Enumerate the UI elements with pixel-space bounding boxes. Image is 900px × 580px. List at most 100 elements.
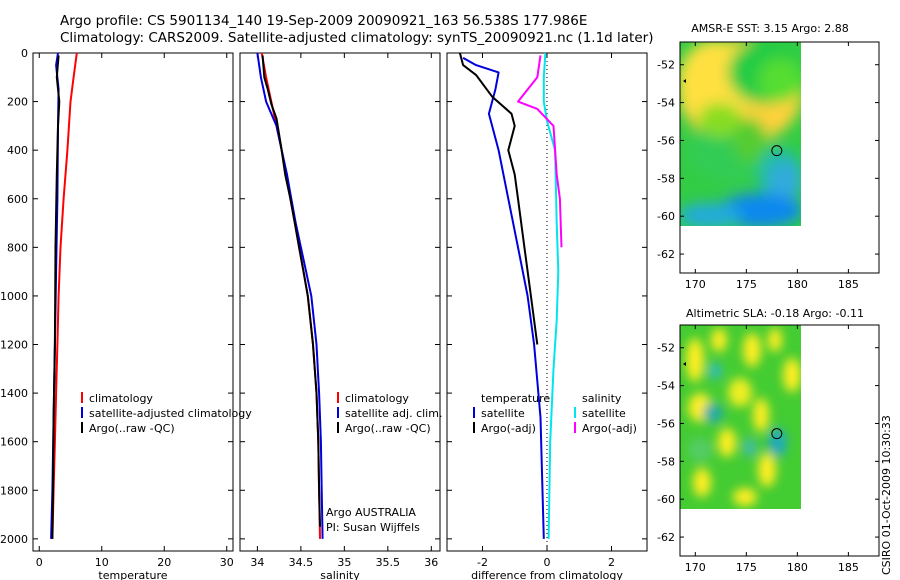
x-tick-label: 20 <box>157 556 171 569</box>
x-tick-label: 34 <box>250 556 264 569</box>
y-tick-label: 1200 <box>0 339 28 352</box>
legend-label: satellite adj. clim. <box>345 407 442 420</box>
map-y-tick-label: -62 <box>657 531 675 544</box>
map-arrow-marker <box>683 362 686 366</box>
map-field-blob <box>758 453 776 487</box>
map-y-tick-label: -58 <box>657 455 675 468</box>
map-x-tick-label: 180 <box>787 561 808 574</box>
map-y-tick-label: -62 <box>657 248 675 261</box>
series-line <box>51 52 78 539</box>
series-line <box>517 55 563 248</box>
series-line <box>261 55 321 527</box>
legend-label: Argo(-adj) <box>582 422 637 435</box>
map-y-tick-label: -54 <box>657 380 675 393</box>
map-x-tick-label: 185 <box>838 561 859 574</box>
map-x-tick-label: 170 <box>685 561 706 574</box>
map-y-tick-label: -60 <box>657 493 675 506</box>
series-line <box>462 57 545 539</box>
map-y-tick-label: -52 <box>657 342 675 355</box>
map-frame <box>679 324 880 557</box>
x-tick-label: -2 <box>477 556 488 569</box>
map-field-blob <box>698 103 742 137</box>
map-field-blob <box>703 403 723 423</box>
y-tick-label: 200 <box>7 96 28 109</box>
map-field-blob <box>688 438 712 462</box>
map-field-blob <box>743 438 757 457</box>
annotation-text: Argo AUSTRALIA <box>326 506 416 519</box>
map-y-tick-label: -60 <box>657 210 675 223</box>
map-y-tick-label: -56 <box>657 134 675 147</box>
map-field-blob <box>733 118 767 162</box>
profile-plot-2: 34 34.5 35 35.5 36 salinity climatology satelli… <box>239 52 442 580</box>
map-title: AMSR-E SST: 3.15 Argo: 2.88 <box>691 22 849 35</box>
map-y-tick-label: -52 <box>657 59 675 72</box>
map-field-blob <box>783 358 801 392</box>
y-tick-label: 400 <box>7 144 28 157</box>
map-field-blob <box>733 488 757 506</box>
y-tick-label: 1800 <box>0 484 28 497</box>
map-x-tick-label: 175 <box>736 278 757 291</box>
y-tick-label: 2000 <box>0 533 28 546</box>
map-x-tick-label: 185 <box>838 278 859 291</box>
map-y-tick-label: -54 <box>657 97 675 110</box>
series-line <box>256 52 324 539</box>
legend-label: satellite <box>582 407 626 420</box>
x-tick-label: 34.5 <box>289 556 314 569</box>
map-field-blobs <box>686 328 801 506</box>
map-field-blob <box>768 163 801 202</box>
map-field-blob <box>718 428 736 457</box>
legend-label: climatology <box>89 392 153 405</box>
map-field-blob <box>743 333 761 367</box>
legend-header-temperature: temperature <box>481 392 550 405</box>
x-tick-label: 0 <box>36 556 43 569</box>
series-line <box>458 52 539 345</box>
legend-label: climatology <box>345 392 409 405</box>
plot-frame <box>239 52 441 552</box>
map-field-blob <box>728 378 752 407</box>
x-tick-label: 0 <box>544 556 551 569</box>
x-tick-label: 2 <box>608 556 615 569</box>
map-field-blob <box>686 338 704 382</box>
x-tick-label: 35.5 <box>376 556 401 569</box>
x-tick-label: 30 <box>220 556 234 569</box>
map-field-blobs <box>680 42 801 226</box>
map-field-blob <box>680 203 742 226</box>
x-tick-label: 10 <box>95 556 109 569</box>
map-field <box>680 325 801 509</box>
map-x-tick-label: 175 <box>736 561 757 574</box>
map-field-blob <box>708 363 722 379</box>
map-field-blob <box>768 428 787 457</box>
y-tick-label: 1400 <box>0 387 28 400</box>
x-axis-label: temperature <box>98 569 167 580</box>
series-line <box>51 55 61 539</box>
map-field <box>680 42 801 226</box>
map-field-blob <box>693 468 711 497</box>
plot-frame <box>32 52 234 552</box>
float-position-marker <box>771 428 783 440</box>
map-title: Altimetric SLA: -0.18 Argo: -0.11 <box>686 307 864 320</box>
annotation-text: PI: Susan Wijffels <box>326 521 420 534</box>
legend-label: Argo(-adj) <box>481 422 536 435</box>
x-axis-label: difference from climatology <box>471 569 623 580</box>
map-field-blob <box>711 328 727 352</box>
x-tick-label: 35 <box>337 556 351 569</box>
map-panel-2: Altimetric SLA: -0.18 Argo: -0.11 170 175 1… <box>657 307 880 574</box>
y-tick-label: 800 <box>7 241 28 254</box>
map-field-blob <box>768 328 782 352</box>
map-field-blob <box>753 398 769 432</box>
y-tick-label: 600 <box>7 193 28 206</box>
title-line-2: Climatology: CARS2009. Satellite-adjuste… <box>60 30 654 46</box>
legend-header-salinity: salinity <box>582 392 622 405</box>
map-panel-1: AMSR-E SST: 3.15 Argo: 2.88 170 175 180 185 -… <box>657 22 880 291</box>
map-y-tick-label: -56 <box>657 417 675 430</box>
map-x-tick-label: 180 <box>787 278 808 291</box>
map-frame <box>679 41 880 274</box>
profile-plot-1: 0 200 400 600 800 1000 1200 1400 1600 1800 2000 0 10… <box>0 47 252 580</box>
legend-label: satellite-adjusted climatology <box>89 407 252 420</box>
series-line <box>542 52 560 539</box>
y-tick-label: 0 <box>21 47 28 60</box>
y-tick-label: 1000 <box>0 290 28 303</box>
x-axis-label: salinity <box>320 569 360 580</box>
